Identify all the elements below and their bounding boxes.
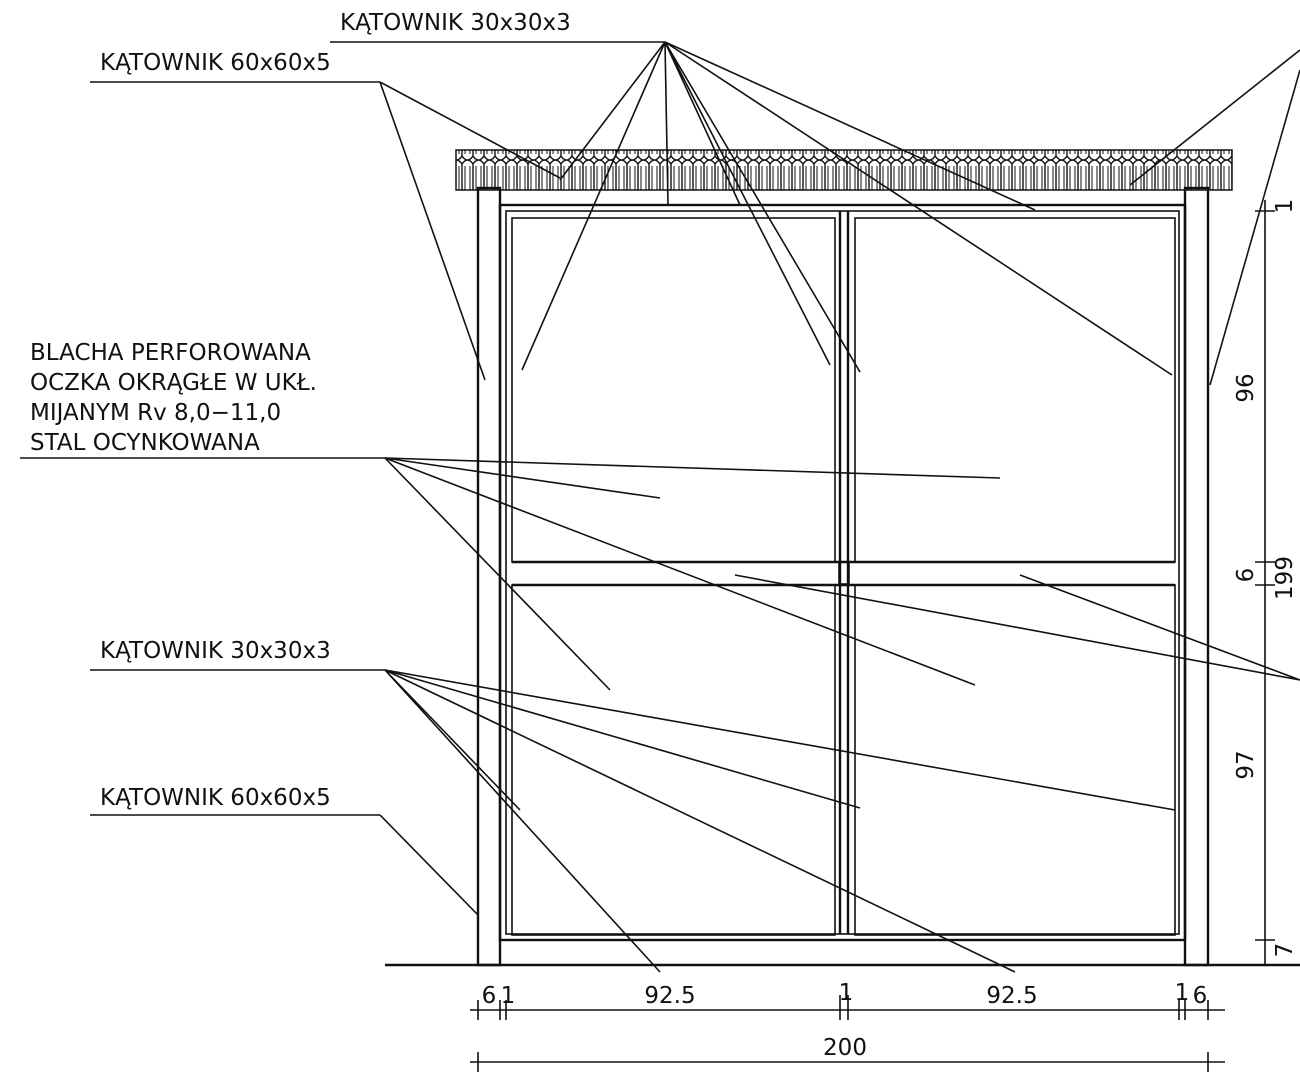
label: KĄTOWNIK 60x60x5 xyxy=(100,785,331,811)
label: KĄTOWNIK 30x30x3 xyxy=(100,638,331,664)
dimension: 6 xyxy=(1193,983,1208,1009)
label: OCZKA OKRĄGŁE W UKŁ. xyxy=(30,370,317,396)
label: MIJANYM Rv 8,0−11,0 xyxy=(30,400,281,426)
dimension: 96 xyxy=(1233,373,1259,402)
dimension: 97 xyxy=(1233,750,1259,779)
dimension: 1 xyxy=(501,983,516,1009)
dimensions: 6 1 92.5 1 92.5 1 6 200 1 96 6 97 7 199 xyxy=(482,199,1298,1061)
dimension: 1 xyxy=(1175,980,1190,1006)
label: STAL OCYNKOWANA xyxy=(30,430,260,456)
label: BLACHA PERFOROWANA xyxy=(30,340,311,366)
dimension: 7 xyxy=(1272,943,1298,958)
label: KĄTOWNIK 30x30x3 xyxy=(340,10,571,36)
dimension: 200 xyxy=(823,1035,867,1061)
dimension: 1 xyxy=(1272,199,1298,214)
structure xyxy=(385,149,1300,967)
dimension: 92.5 xyxy=(986,983,1037,1009)
dimension: 6 xyxy=(1233,568,1259,583)
leaders xyxy=(20,41,1300,973)
dimension: 199 xyxy=(1272,556,1298,600)
labels: KĄTOWNIK 30x30x3 KĄTOWNIK 60x60x5 BLACHA… xyxy=(30,10,571,811)
label: KĄTOWNIK 60x60x5 xyxy=(100,50,331,76)
dimension: 1 xyxy=(839,980,854,1006)
dimension-lines xyxy=(470,200,1275,1072)
dimension: 6 xyxy=(482,983,497,1009)
dimension: 92.5 xyxy=(644,983,695,1009)
